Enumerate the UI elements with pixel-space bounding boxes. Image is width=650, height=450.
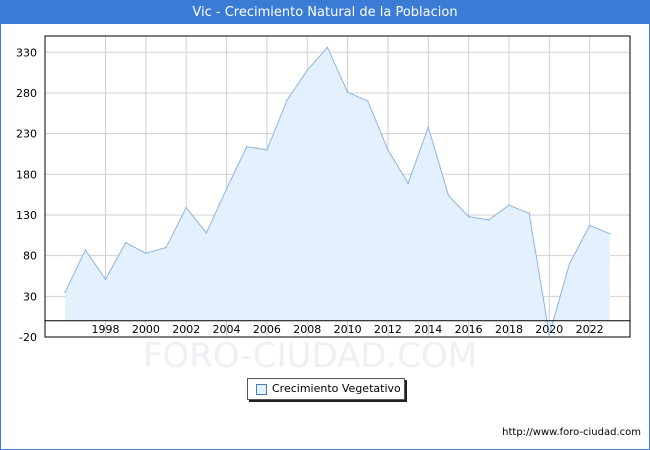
data-point xyxy=(467,215,470,218)
data-point xyxy=(548,333,551,336)
y-tick-label: 330 xyxy=(16,46,37,59)
data-point xyxy=(568,262,571,265)
data-point xyxy=(407,182,409,185)
plot-area xyxy=(44,35,631,338)
x-tick-label: 2008 xyxy=(293,323,321,336)
data-point xyxy=(145,252,147,255)
data-point xyxy=(427,126,430,128)
x-tick-label: 2020 xyxy=(535,323,563,336)
axes xyxy=(44,35,631,338)
y-tick-label: 280 xyxy=(16,87,37,100)
x-tick-label: 2002 xyxy=(172,323,200,336)
series-area xyxy=(64,46,611,336)
y-tick-label: 30 xyxy=(23,290,37,303)
data-point xyxy=(508,204,510,207)
x-tick-label: 2006 xyxy=(253,323,281,336)
data-point xyxy=(104,278,107,281)
legend-label: Crecimiento Vegetativo xyxy=(272,382,401,395)
x-tick-label: 1998 xyxy=(92,323,120,336)
y-tick-label: 130 xyxy=(16,209,37,222)
data-point xyxy=(346,91,349,93)
y-tick-label: -20 xyxy=(19,331,37,344)
chart-title: Vic - Crecimiento Natural de la Poblacio… xyxy=(1,1,649,24)
data-point xyxy=(588,224,591,227)
x-tick-label: 2004 xyxy=(213,323,241,336)
x-tick-label: 2010 xyxy=(334,323,362,336)
data-point xyxy=(185,206,188,209)
data-point xyxy=(306,69,309,71)
x-tick-label: 2012 xyxy=(374,323,402,336)
data-point xyxy=(245,145,248,148)
data-point xyxy=(387,149,389,151)
data-point xyxy=(64,291,66,294)
y-tick-label: 230 xyxy=(16,128,37,141)
x-tick-label: 2018 xyxy=(495,323,523,336)
data-point xyxy=(366,100,369,102)
legend-swatch xyxy=(256,384,267,395)
data-point xyxy=(528,212,530,215)
source-url: http://www.foro-ciudad.com xyxy=(502,427,641,438)
data-point xyxy=(266,149,268,151)
y-tick-label: 180 xyxy=(16,168,37,181)
series-area-fill xyxy=(65,47,610,335)
data-point xyxy=(84,249,87,251)
series-line xyxy=(64,46,611,335)
x-tick-label: 2016 xyxy=(455,323,483,336)
data-point xyxy=(225,188,228,190)
data-point xyxy=(205,232,208,234)
data-point xyxy=(165,246,167,249)
data-point xyxy=(487,219,490,221)
data-point xyxy=(447,194,450,197)
x-tick-label: 2022 xyxy=(576,323,604,336)
data-point xyxy=(609,232,611,235)
data-point xyxy=(124,241,127,244)
legend: Crecimiento Vegetativo xyxy=(247,378,405,400)
x-tick-label: 2000 xyxy=(132,323,160,336)
x-axis-ticks: 1998 2000 2002 2004 2006 2008 2010 2012 2014 2016… xyxy=(92,323,604,336)
y-axis-ticks: -20 30 80 130 180 230 280 330 xyxy=(16,46,37,344)
data-point xyxy=(286,99,288,102)
data-point xyxy=(326,46,329,49)
y-tick-label: 80 xyxy=(23,250,37,263)
x-tick-label: 2014 xyxy=(414,323,442,336)
watermark: FORO-CIUDAD.COM xyxy=(143,336,477,376)
